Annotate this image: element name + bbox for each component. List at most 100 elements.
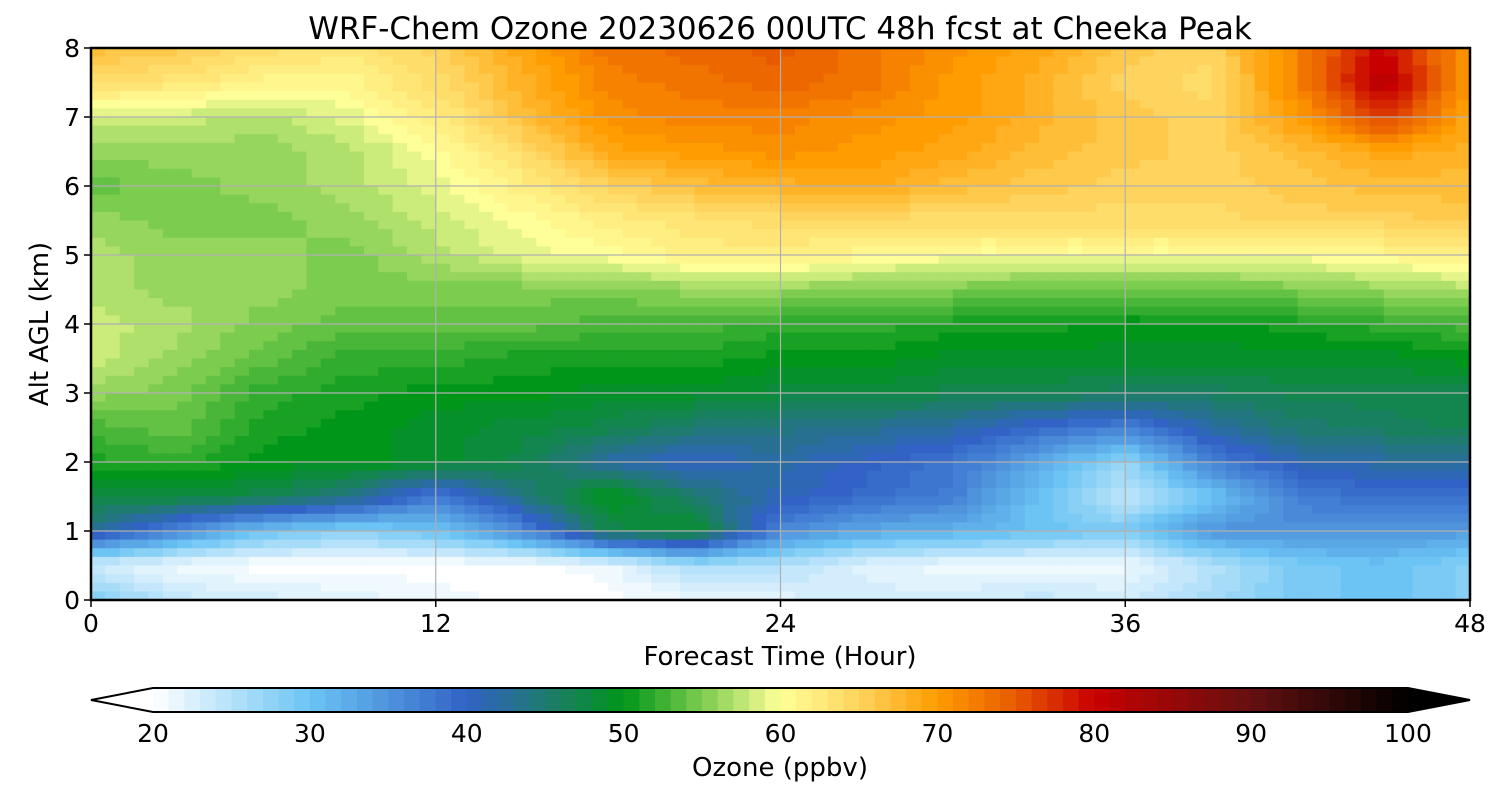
- heatmap-cell: [1283, 73, 1299, 84]
- heatmap-cell: [679, 220, 695, 230]
- heatmap-cell: [1355, 427, 1371, 437]
- heatmap-cell: [177, 427, 193, 437]
- heatmap-cell: [1139, 401, 1155, 411]
- heatmap-cell: [464, 125, 480, 135]
- heatmap-cell: [794, 263, 810, 273]
- heatmap-cell: [306, 99, 322, 109]
- heatmap-cell: [636, 82, 652, 92]
- heatmap-cell: [1225, 315, 1241, 325]
- heatmap-cell: [593, 280, 609, 291]
- heatmap-cell: [1139, 203, 1155, 213]
- heatmap-cell: [952, 255, 968, 265]
- heatmap-cell: [536, 220, 552, 230]
- heatmap-cell: [579, 384, 595, 394]
- heatmap-cell: [881, 220, 897, 230]
- heatmap-cell: [866, 82, 882, 92]
- heatmap-cell: [909, 177, 925, 187]
- heatmap-cell: [766, 237, 782, 247]
- heatmap-cell: [450, 418, 466, 429]
- heatmap-cell: [952, 186, 968, 196]
- heatmap-cell: [1182, 117, 1198, 127]
- heatmap-cell: [1355, 444, 1371, 454]
- heatmap-cell: [148, 427, 164, 437]
- heatmap-cell: [665, 436, 681, 446]
- heatmap-cell: [723, 177, 738, 187]
- heatmap-cell: [91, 65, 106, 75]
- heatmap-cell: [1053, 332, 1069, 342]
- heatmap-cell: [1024, 134, 1040, 144]
- heatmap-cell: [435, 125, 451, 135]
- heatmap-cell: [952, 108, 968, 118]
- heatmap-cell: [205, 462, 221, 472]
- heatmap-cell: [593, 237, 609, 247]
- heatmap-cell: [1383, 462, 1399, 472]
- heatmap-cell: [1139, 410, 1155, 420]
- heatmap-cell: [1197, 427, 1213, 437]
- heatmap-cell: [191, 237, 207, 247]
- heatmap-cell: [1254, 246, 1270, 256]
- heatmap-cell: [205, 65, 221, 75]
- heatmap-cell: [550, 108, 566, 118]
- heatmap-cell: [478, 108, 494, 118]
- heatmap-cell: [392, 358, 408, 368]
- heatmap-cell: [263, 315, 279, 325]
- heatmap-cell: [794, 82, 810, 92]
- heatmap-cell: [1182, 134, 1198, 144]
- heatmap-cell: [665, 315, 681, 325]
- heatmap-cell: [162, 384, 178, 394]
- heatmap-cell: [952, 341, 968, 351]
- heatmap-cell: [1311, 73, 1327, 84]
- heatmap-cell: [1168, 263, 1184, 273]
- heatmap-cell: [751, 367, 767, 377]
- heatmap-cell: [794, 358, 810, 368]
- heatmap-cell: [550, 160, 566, 170]
- heatmap-cell: [306, 358, 322, 368]
- heatmap-cell: [550, 367, 566, 377]
- heatmap-cell: [967, 151, 983, 161]
- heatmap-cell: [435, 410, 451, 420]
- heatmap-cell: [536, 263, 552, 273]
- heatmap-cell: [593, 289, 609, 299]
- heatmap-cell: [392, 151, 408, 161]
- heatmap-cell: [608, 82, 624, 92]
- heatmap-cell: [995, 229, 1011, 239]
- heatmap-cell: [249, 168, 264, 178]
- heatmap-cell: [1426, 237, 1442, 247]
- heatmap-cell: [924, 177, 940, 187]
- heatmap-cell: [277, 82, 293, 92]
- heatmap-cell: [1326, 186, 1342, 196]
- heatmap-cell: [162, 255, 178, 265]
- heatmap-cell: [464, 332, 480, 342]
- heatmap-cell: [162, 272, 178, 282]
- heatmap-cell: [881, 470, 897, 480]
- heatmap-cell: [1283, 91, 1299, 101]
- heatmap-cell: [249, 470, 264, 480]
- heatmap-cell: [1024, 315, 1040, 325]
- heatmap-cell: [1067, 263, 1083, 273]
- heatmap-cell: [1441, 418, 1457, 429]
- heatmap-cell: [191, 99, 207, 109]
- heatmap-cell: [1053, 410, 1069, 420]
- heatmap-cell: [1426, 56, 1442, 66]
- heatmap-cell: [1283, 315, 1299, 325]
- heatmap-cell: [1067, 418, 1083, 429]
- heatmap-cell: [1153, 315, 1169, 325]
- heatmap-cell: [1168, 151, 1184, 161]
- heatmap-cell: [1024, 418, 1040, 429]
- heatmap-cell: [220, 220, 236, 230]
- heatmap-cell: [1139, 211, 1155, 222]
- heatmap-cell: [277, 177, 293, 187]
- heatmap-cell: [435, 263, 451, 273]
- heatmap-cell: [392, 220, 408, 230]
- heatmap-cell: [421, 393, 437, 403]
- heatmap-cell: [809, 177, 825, 187]
- heatmap-cell: [320, 99, 336, 109]
- heatmap-cell: [895, 237, 911, 247]
- heatmap-cell: [866, 91, 882, 101]
- heatmap-cell: [881, 280, 897, 291]
- heatmap-cell: [464, 117, 480, 127]
- heatmap-cell: [1441, 237, 1457, 247]
- heatmap-cell: [191, 306, 207, 316]
- heatmap-cell: [565, 142, 580, 153]
- heatmap-cell: [852, 393, 868, 403]
